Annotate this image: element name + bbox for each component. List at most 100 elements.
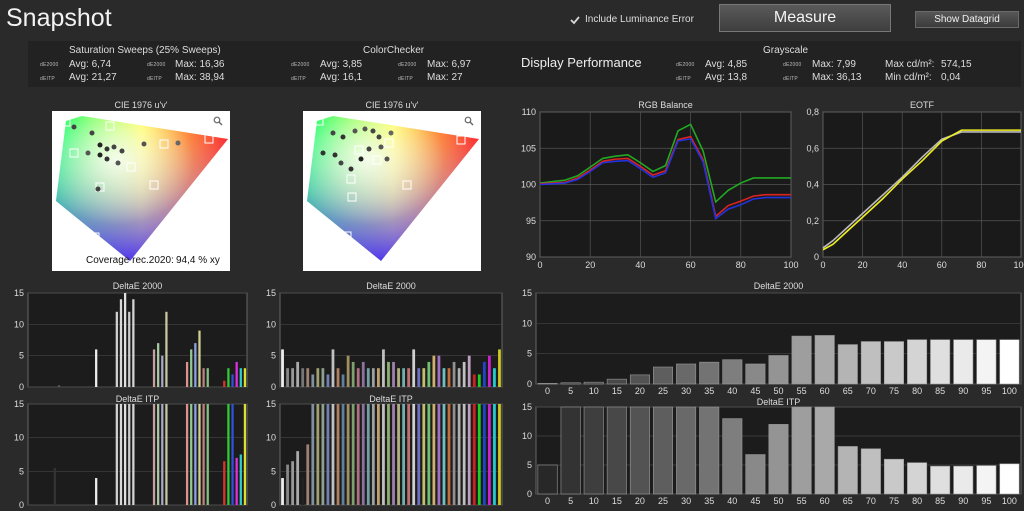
x-tick-label: 45: [750, 496, 760, 506]
bar: [629, 374, 650, 385]
bar: [745, 363, 766, 385]
bar: [206, 404, 209, 505]
x-tick-label: 50: [773, 496, 783, 506]
bar: [387, 404, 390, 505]
bar: [452, 404, 456, 505]
magnifier-icon[interactable]: [213, 116, 223, 126]
bar: [907, 462, 928, 495]
bar: [676, 363, 697, 385]
bar: [493, 368, 496, 387]
bar: [371, 404, 375, 505]
sat-deitp-label: dEITP: [40, 76, 55, 82]
y-tick-label: 0: [527, 489, 532, 499]
cie1-coverage-label: Coverage rec.2020:: [86, 255, 174, 266]
y-tick-label: 0,4: [806, 180, 819, 190]
bar: [883, 341, 904, 385]
bar: [152, 349, 156, 387]
bar: [722, 418, 743, 495]
plot-area: [27, 403, 248, 506]
bar: [814, 406, 835, 495]
y-tick-label: 110: [522, 107, 536, 117]
sat-de2000-chart: DeltaE 2000 0 5 10 15: [14, 281, 248, 392]
include-luminance-checkbox[interactable]: Include Luminance Error: [570, 14, 694, 25]
rgb-balance-title: RGB Balance: [638, 100, 693, 110]
bar: [860, 341, 881, 385]
bar: [498, 404, 501, 505]
bar: [860, 448, 881, 495]
bar: [331, 349, 335, 387]
cie1-point: [89, 130, 95, 136]
bar: [422, 404, 426, 505]
x-tick-label: 10: [589, 386, 599, 396]
chart-title: DeltaE ITP: [369, 394, 413, 404]
bar: [119, 299, 123, 387]
bar: [606, 378, 627, 385]
y-tick-label: 5: [19, 351, 24, 361]
cie1-point: [97, 152, 103, 158]
bar: [498, 349, 501, 387]
y-tick-label: 15: [14, 288, 24, 298]
cie2-title: CIE 1976 u'v': [365, 100, 419, 110]
bar: [462, 361, 466, 387]
bar: [392, 404, 395, 505]
cie2-point: [348, 166, 354, 172]
bar: [291, 368, 295, 387]
bar: [223, 461, 226, 505]
magnifier-icon[interactable]: [464, 116, 474, 126]
cie1-marker: [61, 117, 71, 127]
bar: [161, 404, 164, 505]
bar: [412, 349, 416, 387]
y-tick-label: 0: [19, 500, 24, 510]
y-tick-label: 15: [522, 288, 532, 298]
bar: [351, 404, 355, 505]
bar: [437, 404, 441, 505]
bar: [326, 404, 330, 505]
sat-deitp-max-label: dEITP: [147, 76, 162, 82]
cie2-point: [370, 128, 376, 134]
cie2-diagram: [303, 111, 481, 271]
bar: [321, 368, 325, 387]
series-line: [822, 129, 1021, 251]
gs-deitp-label: dEITP: [676, 76, 691, 82]
bar: [376, 368, 380, 387]
bar: [432, 355, 436, 387]
bar: [306, 444, 310, 505]
bar: [95, 478, 98, 505]
bar: [653, 406, 674, 495]
chart-title: DeltaE ITP: [757, 397, 801, 407]
cie2-marker: [456, 135, 466, 145]
cie2-point: [330, 130, 336, 136]
measure-button[interactable]: Measure: [719, 4, 891, 32]
cie2-point: [358, 156, 364, 162]
cie1-marker: [69, 148, 79, 158]
bar: [243, 404, 247, 505]
bar: [768, 424, 789, 495]
bar: [442, 404, 446, 505]
x-tick-label: 80: [912, 496, 922, 506]
x-tick-label: 95: [981, 386, 991, 396]
bar: [185, 361, 189, 387]
y-tick-label: 10: [522, 431, 532, 441]
x-tick-label: 85: [935, 496, 945, 506]
x-tick-label: 70: [866, 386, 876, 396]
y-tick-label: 0,6: [806, 143, 819, 153]
y-tick-label: 105: [521, 143, 536, 153]
cie2-gamut-white: [307, 116, 479, 261]
bar: [316, 368, 320, 387]
bar: [407, 368, 411, 387]
x-tick-label: 35: [704, 496, 714, 506]
cc-de2000-chart: DeltaE 2000 0 5 10 15: [266, 281, 503, 392]
cc-deitp-max-label: dEITP: [398, 76, 413, 82]
cie2-marker: [314, 116, 324, 126]
x-tick-label: 15: [612, 386, 622, 396]
bar: [53, 467, 56, 505]
y-tick-label: 15: [14, 399, 24, 409]
y-tick-label: 10: [14, 319, 24, 329]
x-tick-label: 0: [545, 386, 550, 396]
bar: [128, 404, 131, 505]
show-datagrid-button[interactable]: Show Datagrid: [915, 11, 1019, 28]
y-tick-label: 0: [814, 252, 819, 262]
y-tick-label: 10: [522, 318, 532, 328]
x-tick-label: 40: [727, 496, 737, 506]
bar: [132, 404, 135, 505]
